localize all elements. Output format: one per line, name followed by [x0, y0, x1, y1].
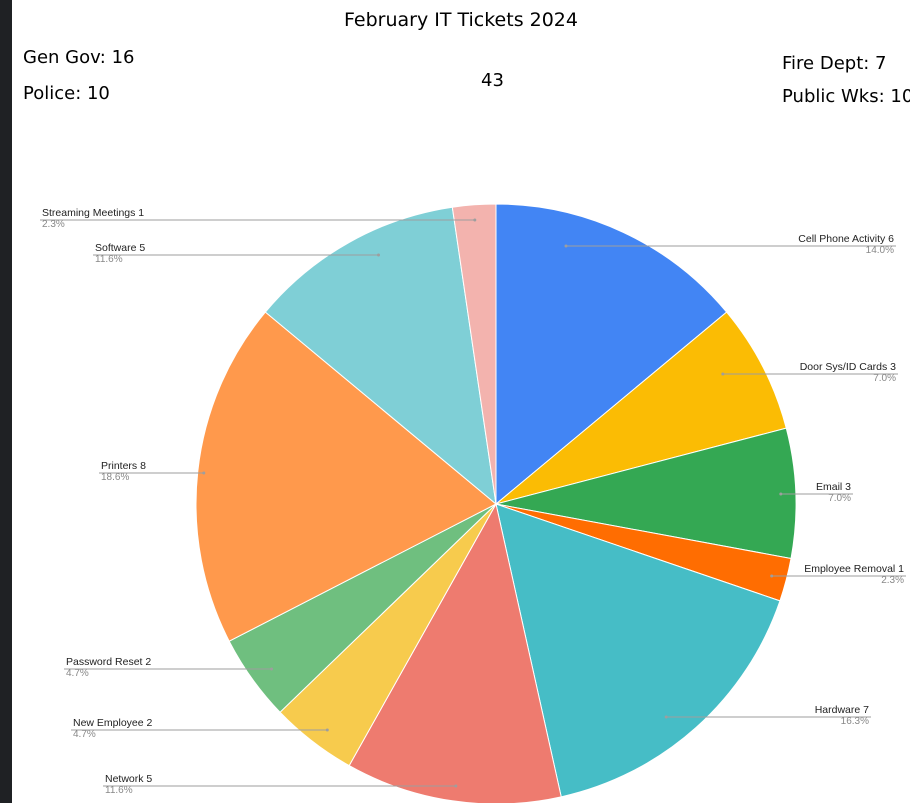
leader-dot-door-sys-id-cards [721, 372, 725, 376]
pie-slice-cell-phone-activity [495, 203, 728, 506]
pie-slice-door-sys-id-cards [495, 311, 787, 505]
leader-dot-password-reset [270, 667, 273, 671]
slice-percent-software: 11.6% [95, 254, 123, 265]
leader-dot-employee-removal [770, 574, 774, 578]
slice-percent-printers: 18.6% [101, 472, 129, 483]
leader-dot-printers [202, 471, 206, 475]
slice-label-cell-phone-activity: Cell Phone Activity 6 [798, 233, 894, 245]
slice-label-password-reset: Password Reset 2 [66, 656, 151, 668]
slice-label-door-sys-id-cards: Door Sys/ID Cards 3 [800, 361, 896, 373]
slice-percent-cell-phone-activity: 14.0% [866, 245, 894, 256]
public-wks-count: Public Wks: 10 [782, 86, 910, 107]
pie-slice-streaming-meetings [451, 203, 497, 505]
leader-dot-new-employee [325, 728, 329, 732]
leader-dot-cell-phone-activity [564, 244, 568, 248]
slice-percent-email: 7.0% [828, 493, 851, 504]
slice-label-employee-removal: Employee Removal 1 [804, 563, 904, 575]
slice-label-printers: Printers 8 [101, 460, 146, 472]
slice-percent-streaming-meetings: 2.3% [42, 219, 65, 230]
pie-chart: Cell Phone Activity 614.0% Door Sys/ID Ca… [40, 203, 906, 803]
leader-dot-email [779, 492, 783, 496]
slice-percent-new-employee: 4.7% [73, 729, 96, 740]
total-count: 43 [481, 70, 504, 91]
slice-percent-door-sys-id-cards: 7.0% [873, 373, 896, 384]
slice-label-software: Software 5 [95, 242, 145, 254]
slice-labels: Cell Phone Activity 614.0% Door Sys/ID Ca… [42, 207, 904, 796]
leader-dot-streaming-meetings [473, 218, 477, 222]
police-count: Police: 10 [23, 83, 110, 104]
slice-percent-network: 11.6% [105, 785, 133, 796]
chart-title: February IT Tickets 2024 [344, 9, 578, 31]
leader-dot-hardware [664, 715, 668, 719]
chart-canvas: February IT Tickets 2024 Gen Gov: 16 Pol… [12, 0, 910, 803]
leader-dot-network [454, 784, 458, 788]
slice-percent-password-reset: 4.7% [66, 668, 89, 679]
pie-slice-hardware [495, 503, 781, 798]
slice-label-email: Email 3 [816, 481, 851, 493]
slice-label-network: Network 5 [105, 773, 152, 785]
gen-gov-count: Gen Gov: 16 [23, 47, 135, 68]
pie-slices [195, 203, 797, 803]
pie-slice-email [495, 427, 797, 560]
pie-slice-software [264, 206, 497, 506]
slice-percent-employee-removal: 2.3% [881, 575, 904, 586]
slice-label-hardware: Hardware 7 [815, 704, 869, 716]
slice-label-new-employee: New Employee 2 [73, 717, 153, 729]
fire-dept-count: Fire Dept: 7 [782, 53, 887, 74]
pie-slice-network [348, 502, 562, 803]
leader-lines [40, 218, 906, 788]
pie-slice-printers [195, 311, 497, 642]
slice-percent-hardware: 16.3% [841, 716, 869, 727]
leader-dot-software [377, 253, 380, 257]
slice-label-streaming-meetings: Streaming Meetings 1 [42, 207, 144, 219]
